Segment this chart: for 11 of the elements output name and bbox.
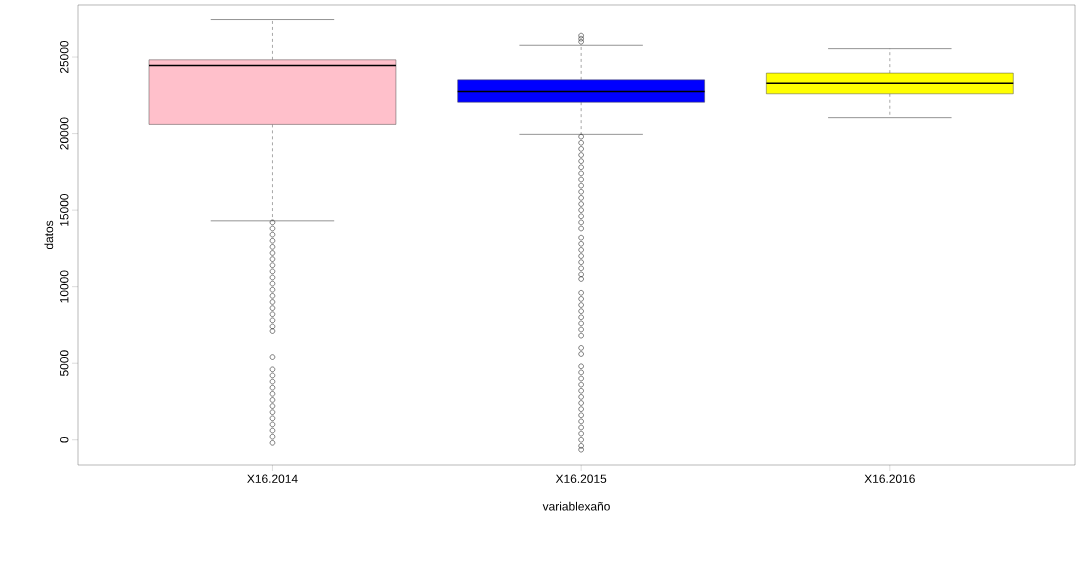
- y-tick-label: 15000: [60, 193, 69, 226]
- x-tick-label: X16.2014: [247, 474, 298, 483]
- y-tick-label: 0: [60, 436, 69, 443]
- y-axis-title: datos: [44, 220, 54, 250]
- x-tick-label: X16.2015: [555, 474, 607, 483]
- x-tick-label: X16.2016: [864, 474, 915, 483]
- y-tick-label: 20000: [60, 117, 69, 150]
- x-axis-title: variablexaño: [542, 501, 610, 511]
- y-tick-label: 25000: [60, 40, 69, 74]
- y-tick-label: 10000: [60, 270, 69, 303]
- y-tick-label: 5000: [60, 350, 69, 377]
